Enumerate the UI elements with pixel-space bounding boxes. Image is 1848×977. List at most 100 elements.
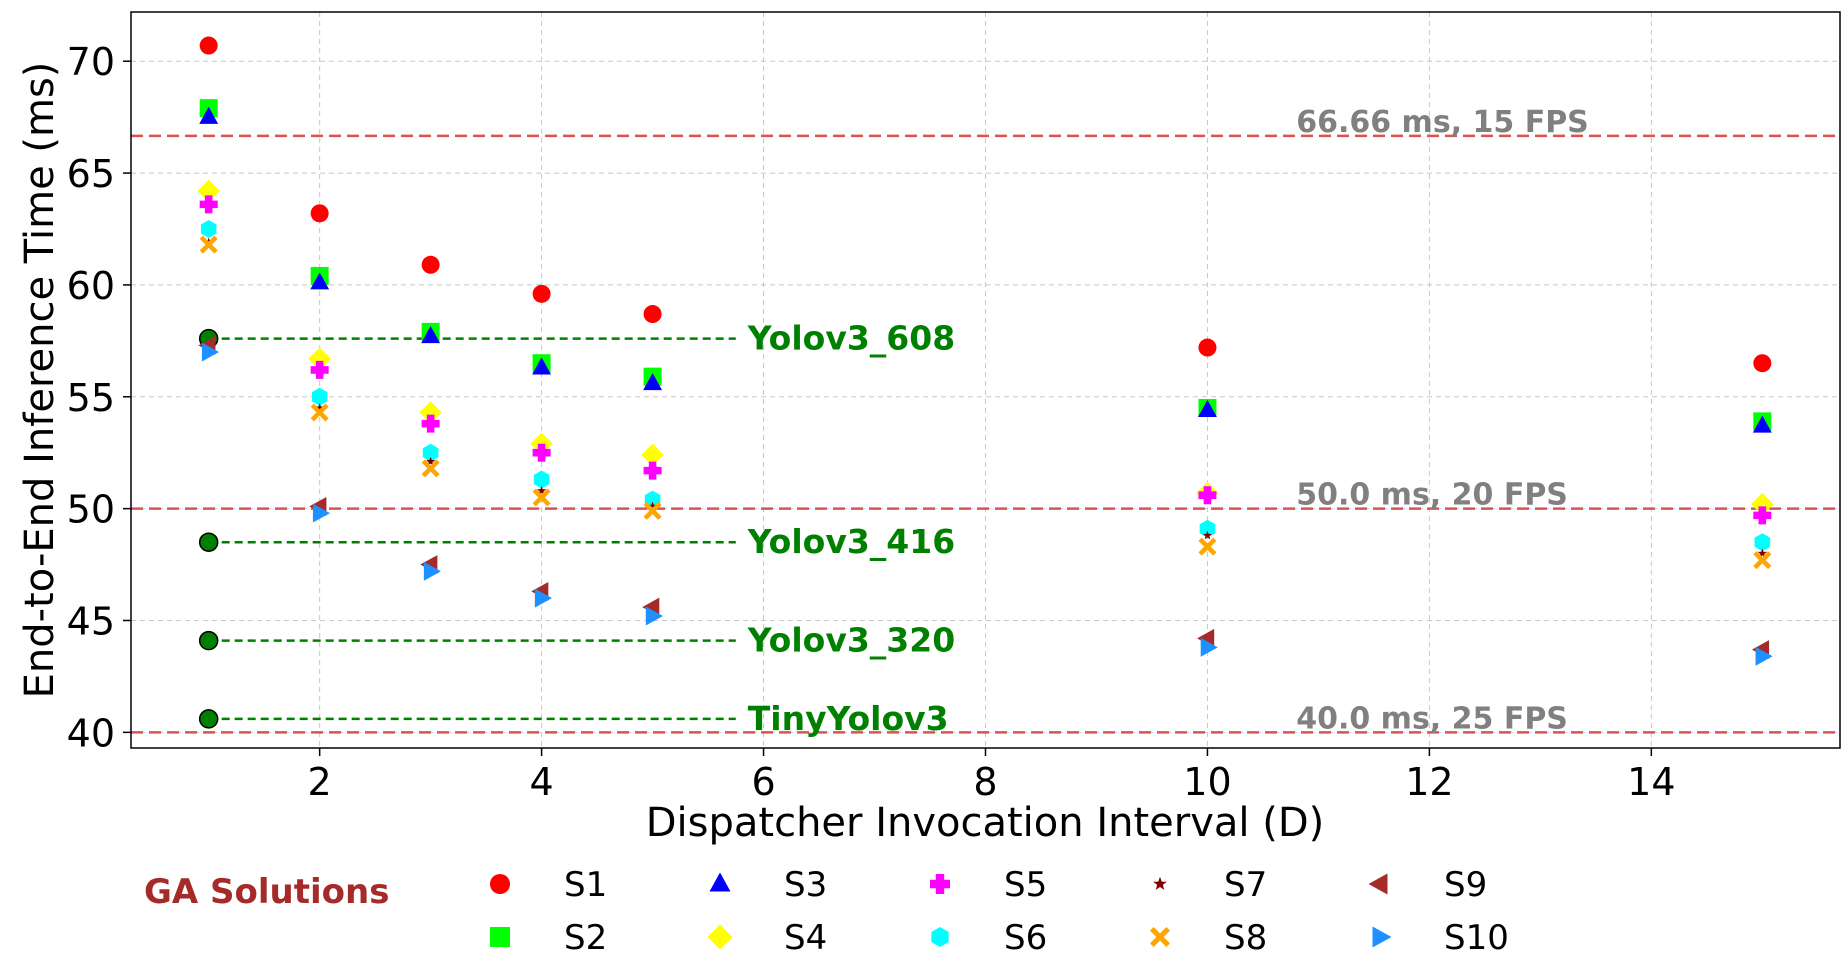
data-point-s10	[645, 606, 663, 626]
data-point-s3	[643, 373, 663, 391]
y-tick-label: 45	[67, 599, 115, 643]
data-point-s1	[1198, 338, 1217, 357]
legend-title: GA Solutions	[144, 872, 389, 912]
baseline-marker	[198, 630, 219, 651]
y-tick-label: 50	[67, 488, 115, 532]
data-point-s6	[1199, 519, 1216, 538]
data-point-s8	[532, 488, 551, 507]
legend-label-s8: S8	[1224, 918, 1267, 958]
data-point-s1	[532, 284, 551, 303]
data-point-s3	[1197, 399, 1217, 417]
data-point-s7	[426, 456, 436, 466]
legend: GA Solutions S1 S2 S3 S4 S5 S6 S7 S8 S9 S10	[144, 865, 1509, 958]
legend-label-s10: S10	[1444, 918, 1509, 958]
y-axis-ticks: 40 45 50 55 60 65 70	[67, 40, 131, 755]
x-tick-label: 10	[1183, 760, 1231, 804]
data-point-s4	[1751, 492, 1774, 516]
legend-marker-s1	[490, 874, 510, 894]
legend-marker-s9	[1368, 873, 1388, 895]
data-point-s1	[643, 305, 662, 324]
data-point-s8	[643, 501, 662, 520]
data-point-s6	[1754, 533, 1771, 552]
reference-line-label: 50.0 ms, 20 FPS	[1296, 478, 1568, 513]
data-point-s5	[310, 360, 329, 379]
legend-label-s3: S3	[784, 865, 827, 905]
data-point-s1	[199, 36, 218, 55]
legend-label-s7: S7	[1224, 865, 1267, 905]
data-point-s6	[422, 443, 439, 462]
x-tick-label: 8	[973, 760, 997, 804]
legend-marker-s8	[1150, 927, 1170, 947]
data-point-s6	[311, 387, 328, 406]
data-point-s1	[1753, 354, 1772, 373]
legend-marker-s3	[709, 872, 731, 892]
baseline-label: Yolov3_608	[747, 319, 955, 358]
y-tick-label: 60	[67, 264, 115, 308]
data-point-s4	[197, 179, 220, 203]
legend-marker-s7	[1153, 876, 1167, 890]
x-tick-label: 12	[1405, 760, 1453, 804]
baseline-label: Yolov3_320	[747, 621, 955, 660]
reference-line-label: 40.0 ms, 25 FPS	[1296, 701, 1568, 736]
data-points	[197, 36, 1774, 666]
x-tick-label: 2	[308, 760, 332, 804]
data-point-s8	[421, 459, 440, 478]
data-point-s4	[308, 347, 331, 370]
y-tick-label: 65	[67, 152, 115, 196]
data-point-s3	[199, 106, 219, 124]
data-point-s5	[532, 443, 551, 462]
baseline-label: TinyYolov3	[748, 699, 949, 738]
x-tick-label: 6	[751, 760, 775, 804]
data-point-s6	[200, 219, 217, 238]
reference-lines: 66.66 ms, 15 FPS 50.0 ms, 20 FPS 40.0 ms, …	[131, 105, 1840, 736]
data-point-s10	[1755, 646, 1773, 666]
data-point-s8	[1753, 551, 1772, 570]
data-point-s7	[1202, 530, 1213, 540]
baseline-models: Yolov3_608 Yolov3_416 Yolov3_320 TinyYolov3	[198, 319, 955, 738]
data-point-s8	[199, 235, 218, 254]
legend-marker-s10	[1372, 926, 1392, 948]
y-tick-label: 55	[67, 376, 115, 420]
x-axis-title: Dispatcher Invocation Interval (D)	[646, 800, 1325, 846]
legend-marker-s2	[490, 927, 510, 947]
legend-label-s9: S9	[1444, 865, 1487, 905]
legend-marker-s4	[707, 924, 733, 950]
data-point-s8	[1198, 537, 1217, 556]
data-point-s10	[423, 561, 441, 581]
x-tick-label: 4	[530, 760, 554, 804]
baseline-label: Yolov3_416	[747, 522, 955, 561]
data-point-s6	[533, 470, 550, 489]
baseline-marker	[198, 532, 219, 552]
legend-label-s4: S4	[784, 918, 827, 958]
legend-marker-s6	[931, 927, 949, 947]
data-point-s8	[310, 403, 329, 422]
data-point-s4	[419, 401, 442, 424]
legend-label-s1: S1	[564, 865, 607, 905]
data-point-s7	[315, 403, 325, 412]
data-point-s4	[641, 443, 664, 467]
baseline-marker	[198, 709, 219, 729]
data-point-s7	[1757, 548, 1767, 558]
data-point-s1	[310, 204, 329, 223]
x-tick-label: 14	[1627, 760, 1675, 804]
data-point-s3	[532, 357, 552, 375]
data-point-s5	[199, 195, 218, 214]
x-axis-ticks: 2 4 6 8 10 12 14	[308, 748, 1676, 804]
data-point-s5	[643, 461, 662, 480]
reference-line-label: 66.66 ms, 15 FPS	[1296, 105, 1589, 140]
y-tick-label: 40	[67, 711, 115, 755]
data-point-s10	[1200, 637, 1218, 657]
legend-label-s5: S5	[1004, 865, 1047, 905]
data-point-s7	[537, 485, 547, 495]
data-point-s5	[1198, 486, 1217, 505]
data-point-s10	[534, 588, 552, 608]
data-point-s10	[312, 503, 331, 523]
legend-label-s6: S6	[1004, 918, 1047, 958]
data-point-s5	[421, 414, 440, 433]
data-point-s10	[201, 342, 220, 362]
legend-marker-s5	[930, 874, 950, 894]
data-point-s7	[648, 501, 658, 511]
legend-label-s2: S2	[564, 918, 607, 958]
data-point-s3	[310, 272, 330, 290]
